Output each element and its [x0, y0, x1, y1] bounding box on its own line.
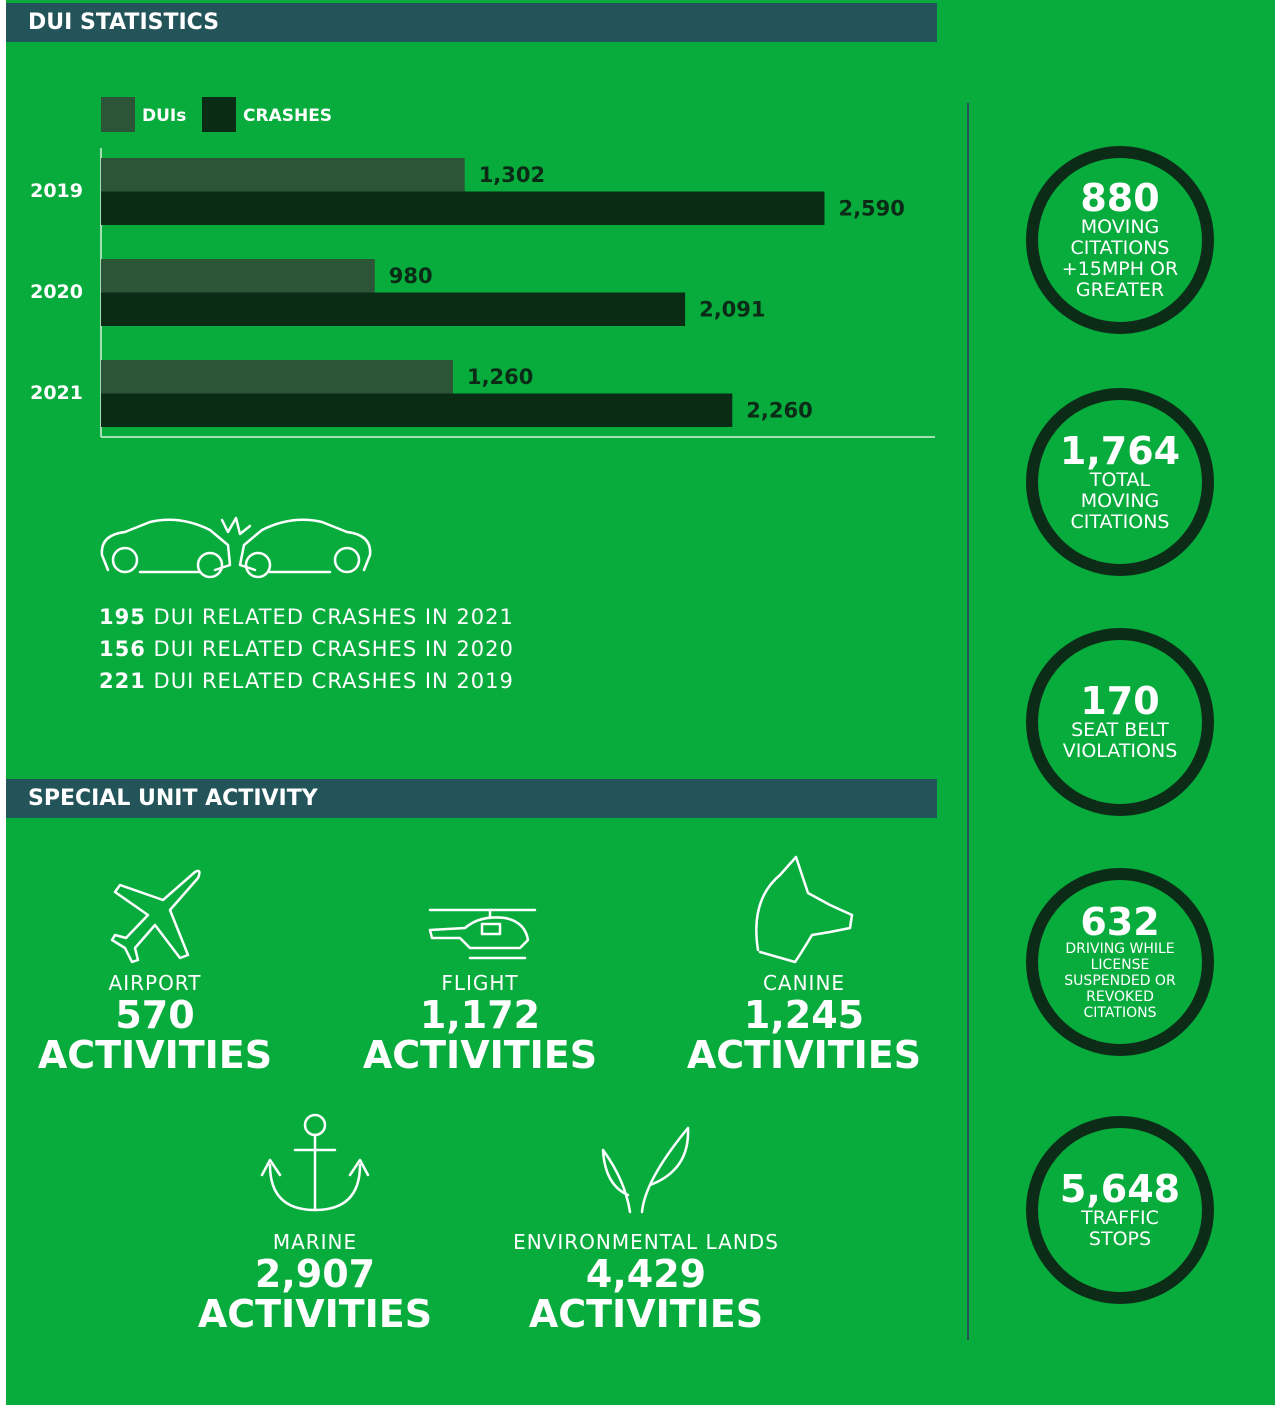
stat-value: 632 [1080, 903, 1159, 941]
crash-text: DUI RELATED CRASHES IN 2021 [154, 605, 514, 629]
airplane-icon [112, 871, 199, 962]
y-tick-label: 2021 [30, 382, 83, 404]
crash-number: 156 [99, 637, 146, 661]
car-icon [240, 520, 370, 572]
stat-label: SEAT BELT VIOLATIONS [1055, 720, 1185, 762]
data-label: 2,091 [699, 297, 765, 321]
data-label: 1,302 [479, 163, 545, 187]
car-icon [102, 520, 230, 572]
bar [101, 394, 732, 428]
unit-name: AIRPORT [0, 971, 320, 995]
anchor-icon [262, 1135, 368, 1210]
stat-label: TOTAL MOVING CITATIONS [1055, 470, 1185, 533]
unit-unit: ACTIVITIES [315, 1035, 645, 1075]
anchor-icon [305, 1115, 325, 1135]
bar [101, 259, 375, 293]
crash-line: 156 DUI RELATED CRASHES IN 2020 [99, 637, 514, 661]
y-tick-label: 2020 [30, 281, 83, 303]
stat-label: TRAFFIC STOPS [1055, 1208, 1185, 1250]
bar [101, 360, 453, 394]
crash-text: DUI RELATED CRASHES IN 2019 [154, 669, 514, 693]
legend-label: DUIs [142, 106, 186, 126]
unit-name: MARINE [150, 1230, 480, 1254]
page: DUI STATISTICS SPECIAL UNIT ACTIVITY DUI… [0, 0, 1275, 1409]
helicopter-icon [482, 924, 500, 934]
unit-unit: ACTIVITIES [150, 1294, 480, 1334]
unit-count: 2,907 [150, 1254, 480, 1294]
stat-label: MOVING CITATIONS +15MPH OR GREATER [1055, 217, 1185, 301]
unit-name: CANINE [639, 971, 969, 995]
unit-unit: ACTIVITIES [639, 1035, 969, 1075]
data-label: 1,260 [467, 365, 533, 389]
crash-text: DUI RELATED CRASHES IN 2020 [154, 637, 514, 661]
legend-swatch [202, 97, 236, 132]
unit-count: 570 [0, 995, 320, 1035]
stat-value: 1,764 [1060, 432, 1180, 470]
y-tick-label: 2019 [30, 180, 83, 202]
unit-unit: ACTIVITIES [0, 1035, 320, 1075]
unit-count: 1,172 [315, 995, 645, 1035]
legend-swatch [101, 97, 135, 132]
helicopter-icon [430, 917, 528, 948]
data-label: 2,260 [746, 398, 812, 422]
dog-icon [756, 857, 852, 962]
crash-number: 195 [99, 605, 146, 629]
car-icon [113, 548, 137, 572]
stat-label: DRIVING WHILE LICENSE SUSPENDED OR REVOK… [1058, 941, 1182, 1021]
bar [101, 158, 465, 192]
unit-name: ENVIRONMENTAL LANDS [481, 1230, 811, 1254]
stat-value: 170 [1080, 682, 1159, 720]
car-icon [198, 553, 222, 577]
data-label: 2,590 [838, 196, 904, 220]
unit-count: 1,245 [639, 995, 969, 1035]
car-icon [335, 548, 359, 572]
bar [101, 192, 824, 226]
stat-value: 880 [1080, 179, 1159, 217]
bar [101, 293, 685, 327]
unit-unit: ACTIVITIES [481, 1294, 811, 1334]
unit-name: FLIGHT [315, 971, 645, 995]
stat-value: 5,648 [1060, 1170, 1180, 1208]
data-label: 980 [389, 264, 433, 288]
crash-number: 221 [99, 669, 146, 693]
leaf-icon [603, 1128, 688, 1212]
crash-line: 221 DUI RELATED CRASHES IN 2019 [99, 669, 514, 693]
legend-label: CRASHES [243, 106, 332, 126]
unit-count: 4,429 [481, 1254, 811, 1294]
crash-icon [222, 518, 250, 534]
crash-line: 195 DUI RELATED CRASHES IN 2021 [99, 605, 514, 629]
car-icon [246, 553, 270, 577]
